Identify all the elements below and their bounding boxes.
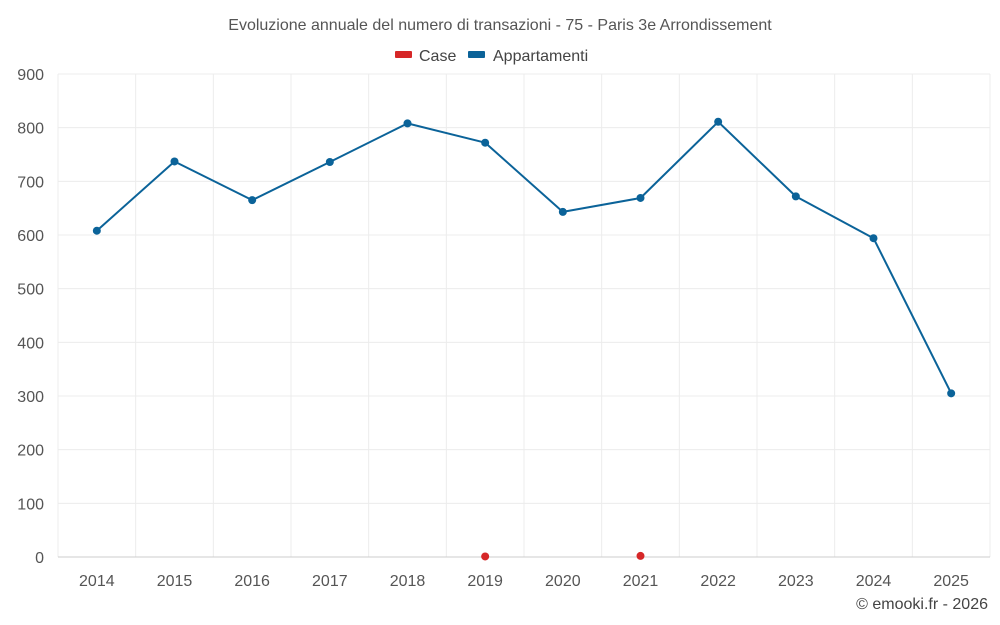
- point-appartamenti-2022[interactable]: [714, 117, 723, 126]
- x-tick-label: 2024: [856, 573, 892, 590]
- y-tick-label: 600: [17, 228, 44, 245]
- y-tick-label: 100: [17, 496, 44, 513]
- y-tick-label: 0: [35, 550, 44, 567]
- x-tick-label: 2017: [312, 573, 348, 590]
- legend: Case Appartamenti: [395, 48, 588, 65]
- y-tick-label: 700: [17, 174, 44, 191]
- x-tick-label: 2018: [390, 573, 426, 590]
- x-tick-label: 2025: [933, 573, 969, 590]
- y-tick-label: 900: [17, 67, 44, 84]
- credit: © emooki.fr - 2026: [856, 596, 988, 613]
- point-case-2021[interactable]: [636, 551, 645, 560]
- x-tick-label: 2022: [700, 573, 736, 590]
- grid: [57, 73, 991, 557]
- point-appartamenti-2016[interactable]: [248, 196, 257, 205]
- point-appartamenti-2015[interactable]: [170, 157, 179, 166]
- point-appartamenti-2024[interactable]: [869, 234, 878, 243]
- x-tick-label: 2020: [545, 573, 581, 590]
- point-appartamenti-2014[interactable]: [92, 226, 101, 235]
- y-tick-label: 500: [17, 282, 44, 299]
- point-appartamenti-2023[interactable]: [791, 192, 800, 201]
- legend-swatch-appartamenti: [468, 51, 485, 58]
- x-tick-label: 2015: [157, 573, 193, 590]
- x-axis: 2014 2015 2016 2017 2018 2019 2020 2021 2022 2023…: [58, 556, 990, 590]
- series-line-appartamenti: [96, 120, 953, 394]
- x-tick-label: 2021: [623, 573, 659, 590]
- y-tick-label: 800: [17, 121, 44, 138]
- y-tick-label: 200: [17, 443, 44, 460]
- point-appartamenti-2025[interactable]: [947, 389, 956, 398]
- legend-item-appartamenti[interactable]: Appartamenti: [468, 48, 588, 65]
- y-axis: 0 100 200 300 400 500 600 700 800 900: [17, 67, 44, 567]
- point-case-2019[interactable]: [481, 552, 490, 561]
- point-appartamenti-2020[interactable]: [558, 207, 567, 216]
- y-tick-label: 400: [17, 335, 44, 352]
- legend-label-appartamenti: Appartamenti: [493, 48, 588, 65]
- legend-swatch-case: [395, 51, 412, 58]
- series-layer: [92, 117, 956, 561]
- chart-title: Evoluzione annuale del numero di transaz…: [228, 17, 772, 34]
- point-appartamenti-2017[interactable]: [325, 158, 334, 167]
- x-tick-label: 2016: [234, 573, 270, 590]
- x-tick-label: 2019: [467, 573, 503, 590]
- point-appartamenti-2021[interactable]: [636, 193, 645, 202]
- legend-label-case: Case: [419, 48, 456, 65]
- point-appartamenti-2019[interactable]: [481, 138, 490, 147]
- legend-item-case[interactable]: Case: [395, 48, 456, 65]
- x-tick-label: 2014: [79, 573, 115, 590]
- point-appartamenti-2018[interactable]: [403, 119, 412, 128]
- x-tick-label: 2023: [778, 573, 814, 590]
- y-tick-label: 300: [17, 389, 44, 406]
